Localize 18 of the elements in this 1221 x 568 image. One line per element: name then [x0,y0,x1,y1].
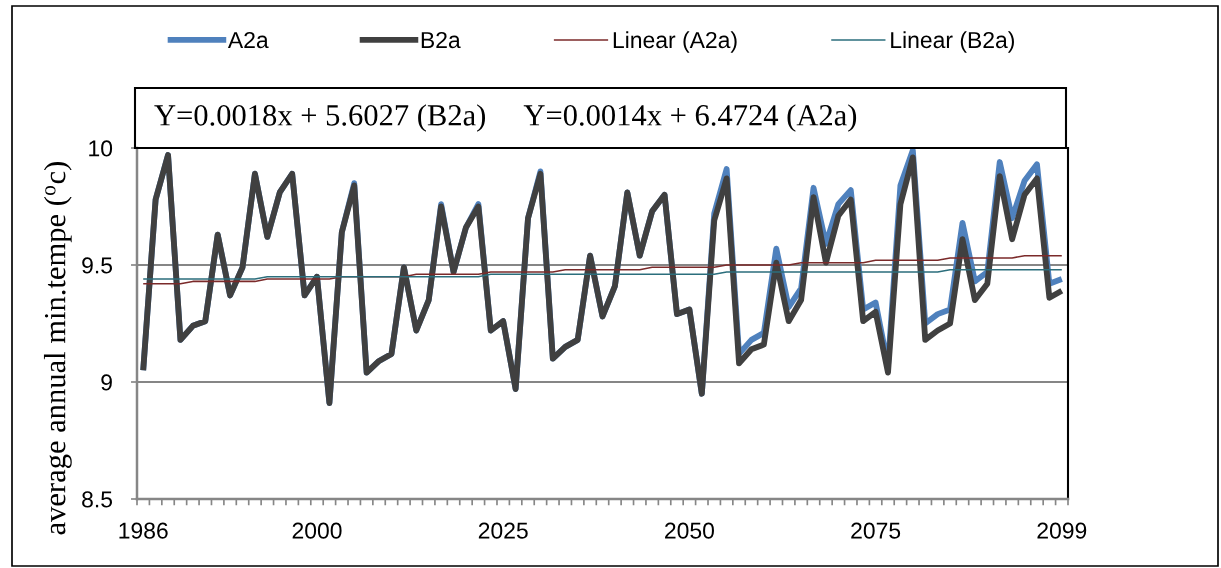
x-tick-label: 2075 [851,522,901,539]
line-series [142,268,1063,280]
legend-label: A2a [227,31,269,49]
x-tick-label: 2050 [665,522,714,539]
legend-label: Linear (A2a) [613,31,737,53]
legend-label: Linear (B2a) [891,31,1014,53]
x-tick-label: 2000 [292,522,342,539]
y-tick-label: 9 [101,374,112,391]
y-tick-label: 8.5 [82,491,113,508]
y-axis-title: average annual min.tempe ($^{o}$c) [43,162,72,535]
line-series [142,254,1063,285]
y-tick-label: 10 [89,140,113,157]
y-tick-label: 9.5 [82,257,113,274]
legend-label: B2a [421,31,461,49]
text: Y=0.0018x + 5.6027 (B2a) Y=0.0014x + 6.4724 (A2a) [154,104,857,132]
x-tick-label: 2025 [478,522,528,539]
x-tick-label: 2099 [1037,522,1087,539]
x-tick-label: 1986 [119,522,168,539]
